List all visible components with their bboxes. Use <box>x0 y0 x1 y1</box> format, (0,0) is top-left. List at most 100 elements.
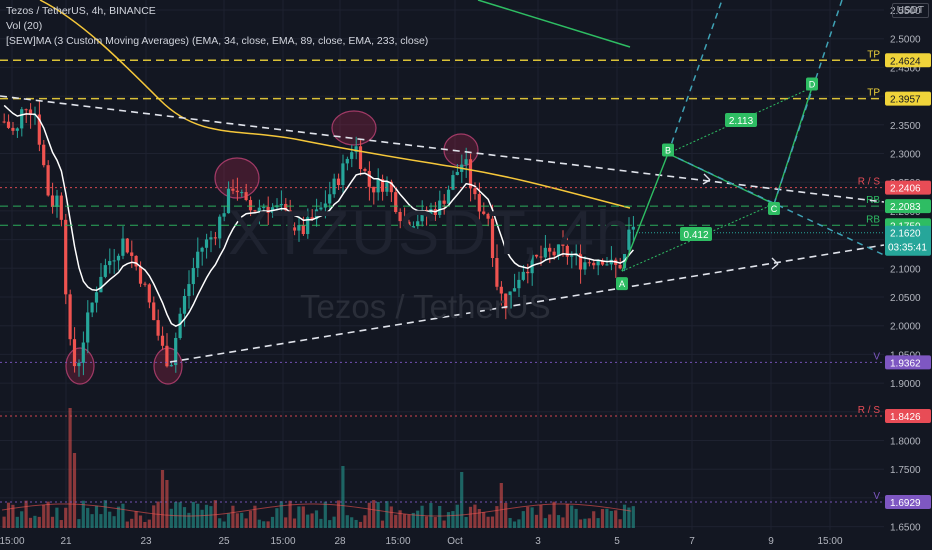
volume-bar <box>468 506 473 528</box>
candle-body <box>565 245 569 257</box>
candle-body <box>442 200 446 204</box>
volume-bar <box>442 520 446 528</box>
candle-body <box>200 247 204 252</box>
volume-bar <box>504 502 508 528</box>
candle-body <box>592 262 596 266</box>
candle-body <box>187 284 191 296</box>
candle-body <box>156 320 160 336</box>
volume-bar <box>116 506 121 528</box>
volume-bar <box>90 514 94 528</box>
ema-89-line <box>39 0 631 209</box>
candle-body <box>266 206 270 213</box>
volume-bar <box>270 516 275 528</box>
price-axis: 2.55002.50002.45002.40002.35002.30002.25… <box>884 0 932 550</box>
volume-bar <box>561 517 565 528</box>
candle-body <box>570 255 574 257</box>
volume-bar <box>583 518 587 528</box>
volume-bar <box>394 514 398 528</box>
candle-body <box>477 194 481 212</box>
level-tag: R / S <box>858 177 881 188</box>
candle-body <box>587 262 591 264</box>
level-price-label-bg <box>885 199 931 214</box>
volume-bar <box>59 520 63 528</box>
volume-bar <box>20 511 24 528</box>
time-tick-label: 15:00 <box>270 536 295 547</box>
candle-body <box>328 194 332 204</box>
volume-bar <box>37 516 41 528</box>
volume-bar <box>99 514 103 528</box>
volume-bar <box>631 506 635 528</box>
level-price-label-bg <box>885 180 931 195</box>
volume-bar <box>424 516 429 528</box>
candle-body <box>231 188 235 191</box>
time-tick-label: 5 <box>614 536 620 547</box>
lower-trendline <box>169 244 885 363</box>
candle-body <box>363 168 367 171</box>
currency-button[interactable]: USDT <box>891 3 929 18</box>
candle-body <box>125 238 129 253</box>
candle-body <box>556 244 561 256</box>
candle-body <box>372 186 376 193</box>
volume-bar <box>42 504 46 528</box>
upper-trendline <box>0 95 885 203</box>
volume-indicator-label[interactable]: Vol (20) <box>6 20 43 32</box>
candle-body <box>394 192 398 213</box>
candle-body <box>222 213 226 217</box>
volume-bar <box>486 516 490 528</box>
candle-body <box>59 195 63 220</box>
candle-body <box>130 252 134 256</box>
volume-bar <box>358 521 363 528</box>
volume-bar <box>112 516 116 528</box>
volume-bar <box>455 504 459 528</box>
symbol-watermark: Tezos / TetherUS <box>300 288 551 325</box>
candle-body <box>213 237 217 239</box>
current-price-label-bg <box>885 225 931 256</box>
candle-body <box>627 229 631 250</box>
volume-bar <box>310 513 314 528</box>
candle-body <box>301 225 305 235</box>
volume-bar <box>512 521 517 528</box>
ratio-label: 2.113 <box>729 116 754 127</box>
volume-bar <box>209 506 213 528</box>
highlight-circle <box>443 133 479 167</box>
candle-body <box>182 295 187 314</box>
volume-bar <box>416 510 420 528</box>
candle-body <box>534 254 539 257</box>
volume-bar <box>213 500 217 528</box>
candle-body <box>622 249 627 269</box>
time-tick-label: 15:00 <box>385 536 410 547</box>
candle-body <box>499 286 503 294</box>
ma-indicator-label[interactable]: [SEW]MA (3 Custom Moving Averages) (EMA,… <box>6 35 429 47</box>
volume-bar <box>350 517 354 528</box>
candle-body <box>376 179 380 193</box>
time-tick-label: 21 <box>60 536 72 547</box>
level-price-label-bg <box>885 409 931 424</box>
projection-line <box>667 0 723 154</box>
candle-body <box>28 109 33 116</box>
candle-body <box>600 260 605 265</box>
candle-body <box>358 146 363 169</box>
volume-bar <box>262 521 266 528</box>
candle-body <box>631 226 635 230</box>
candle-body <box>306 217 310 235</box>
candle-body <box>174 337 178 366</box>
volume-bar <box>530 507 534 528</box>
candle-body <box>350 152 354 159</box>
volume-bar <box>284 517 288 528</box>
candle-body <box>543 247 547 258</box>
candle-body <box>46 165 50 196</box>
volume-bar <box>130 518 134 528</box>
volume-bar <box>138 515 143 528</box>
price-tick-label: 1.6500 <box>890 523 921 534</box>
volume-bar <box>266 521 270 528</box>
candle-body <box>609 259 613 265</box>
volume-bar <box>605 508 609 528</box>
level-price-label-bg <box>885 91 931 106</box>
price-tick-label: 2.4500 <box>890 63 921 74</box>
candle-body <box>464 159 468 165</box>
volume-bar <box>446 512 451 528</box>
volume-bar <box>464 516 468 528</box>
candle-body <box>284 203 288 211</box>
symbol-title[interactable]: Tezos / TetherUS, 4h, BINANCE <box>6 5 156 17</box>
